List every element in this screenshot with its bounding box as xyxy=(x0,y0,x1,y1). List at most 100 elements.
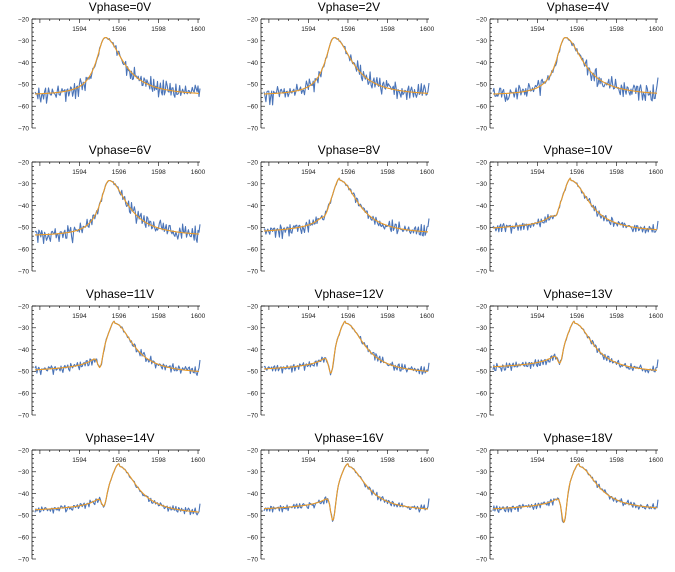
y-tick-label: −50 xyxy=(247,82,258,89)
y-tick-label: −60 xyxy=(476,104,487,111)
panel-svg: Vphase=16V −20 −30 −40 −50 −60 −70 1594 1596 1598… xyxy=(247,431,435,563)
x-tick-label: 1596 xyxy=(341,26,356,33)
y-tick-label: −20 xyxy=(476,447,487,454)
y-tick-label: −60 xyxy=(476,247,487,254)
panel-svg: Vphase=4V −20 −30 −40 −50 −60 −70 1594 1596 1598 1… xyxy=(476,0,664,132)
y-tick-label: −30 xyxy=(18,325,29,332)
y-tick-label: −20 xyxy=(18,16,29,23)
y-tick-label: −20 xyxy=(476,159,487,166)
x-tick-label: 1596 xyxy=(341,457,356,464)
measured-series-line xyxy=(492,463,659,524)
fit-series-line xyxy=(34,320,200,373)
y-tick-label: −60 xyxy=(247,247,258,254)
y-tick-label: −70 xyxy=(247,412,258,419)
x-tick-label: 1594 xyxy=(72,169,87,176)
y-tick-label: −20 xyxy=(247,159,258,166)
y-tick-label: −50 xyxy=(18,82,29,89)
panel-title: Vphase=10V xyxy=(543,143,612,157)
x-tick-label: 1596 xyxy=(112,313,127,320)
x-tick-label: 1594 xyxy=(72,313,87,320)
y-tick-label: −20 xyxy=(18,447,29,454)
y-tick-label: −60 xyxy=(247,391,258,398)
y-tick-label: −40 xyxy=(18,347,29,354)
y-tick-label: −60 xyxy=(476,391,487,398)
measured-series-line xyxy=(34,320,201,376)
x-tick-label: 1598 xyxy=(380,457,395,464)
y-tick-label: −30 xyxy=(18,469,29,476)
chart-panel: Vphase=16V −20 −30 −40 −50 −60 −70 1594 1596 1598… xyxy=(229,431,454,572)
chart-panel: Vphase=10V −20 −30 −40 −50 −60 −70 1594 1596 1598… xyxy=(458,143,675,284)
x-tick-label: 1596 xyxy=(570,313,585,320)
y-tick-label: −60 xyxy=(18,391,29,398)
x-tick-label: 1600 xyxy=(191,313,206,320)
y-tick-label: −40 xyxy=(247,491,258,498)
y-tick-label: −70 xyxy=(247,556,258,563)
x-tick-label: 1594 xyxy=(301,457,316,464)
x-tick-label: 1594 xyxy=(301,26,316,33)
x-tick-label: 1594 xyxy=(72,457,87,464)
x-tick-label: 1594 xyxy=(530,457,545,464)
y-tick-label: −20 xyxy=(18,159,29,166)
x-tick-label: 1596 xyxy=(570,169,585,176)
y-tick-label: −60 xyxy=(247,535,258,542)
panel-svg: Vphase=12V −20 −30 −40 −50 −60 −70 1594 1596 1598… xyxy=(247,287,435,419)
panel-svg: Vphase=6V −20 −30 −40 −50 −60 −70 1594 1596 1598 1… xyxy=(18,143,206,275)
chart-panel: Vphase=2V −20 −30 −40 −50 −60 −70 1594 1596 1598 1… xyxy=(229,0,454,141)
x-tick-label: 1598 xyxy=(609,169,624,176)
x-tick-label: 1598 xyxy=(151,313,166,320)
x-tick-label: 1600 xyxy=(420,26,435,33)
x-tick-label: 1596 xyxy=(112,169,127,176)
y-tick-label: −50 xyxy=(247,225,258,232)
x-tick-label: 1594 xyxy=(530,26,545,33)
x-tick-label: 1600 xyxy=(649,457,664,464)
y-tick-label: −30 xyxy=(247,181,258,188)
y-tick-label: −30 xyxy=(18,181,29,188)
y-tick-label: −50 xyxy=(18,369,29,376)
x-tick-label: 1600 xyxy=(420,457,435,464)
chart-panel: Vphase=13V −20 −30 −40 −50 −60 −70 1594 1596 1598… xyxy=(458,287,675,428)
fit-series-line xyxy=(263,177,429,233)
y-tick-label: −30 xyxy=(476,325,487,332)
y-tick-label: −30 xyxy=(247,38,258,45)
y-tick-label: −60 xyxy=(18,535,29,542)
x-tick-label: 1596 xyxy=(341,169,356,176)
chart-panel: Vphase=14V −20 −30 −40 −50 −60 −70 1594 1596 1598… xyxy=(0,431,225,572)
y-tick-label: −40 xyxy=(476,347,487,354)
fit-series-line xyxy=(264,36,429,95)
x-tick-label: 1600 xyxy=(191,457,206,464)
panel-title: Vphase=8V xyxy=(318,143,380,157)
y-tick-label: −40 xyxy=(476,491,487,498)
chart-panel: Vphase=0V −20 −30 −40 −50 −60 −70 1594 1596 1598 1… xyxy=(0,0,225,141)
y-tick-label: −60 xyxy=(247,104,258,111)
x-tick-label: 1598 xyxy=(609,313,624,320)
y-tick-label: −70 xyxy=(18,125,29,132)
measured-series-line xyxy=(492,177,659,234)
panel-title: Vphase=2V xyxy=(318,0,380,14)
y-tick-label: −70 xyxy=(18,268,29,275)
x-tick-label: 1598 xyxy=(609,457,624,464)
y-tick-label: −70 xyxy=(247,268,258,275)
y-tick-label: −60 xyxy=(476,535,487,542)
y-tick-label: −70 xyxy=(476,412,487,419)
x-tick-label: 1598 xyxy=(380,313,395,320)
measured-series-line xyxy=(263,36,430,106)
y-tick-label: −60 xyxy=(18,247,29,254)
y-tick-label: −20 xyxy=(18,303,29,310)
fit-series-line xyxy=(492,320,658,371)
y-tick-label: −20 xyxy=(247,447,258,454)
x-tick-label: 1596 xyxy=(341,313,356,320)
y-tick-label: −30 xyxy=(476,469,487,476)
y-tick-label: −40 xyxy=(18,60,29,67)
x-tick-label: 1600 xyxy=(420,169,435,176)
panel-svg: Vphase=11V −20 −30 −40 −50 −60 −70 1594 1596 1598… xyxy=(18,287,206,419)
x-tick-label: 1598 xyxy=(151,26,166,33)
y-tick-label: −20 xyxy=(247,16,258,23)
x-tick-label: 1600 xyxy=(191,169,206,176)
measured-series-line xyxy=(34,36,201,104)
measured-series-line xyxy=(34,463,201,516)
y-tick-label: −60 xyxy=(18,104,29,111)
x-tick-label: 1596 xyxy=(112,26,127,33)
y-tick-label: −70 xyxy=(18,556,29,563)
fit-series-line xyxy=(35,36,200,95)
